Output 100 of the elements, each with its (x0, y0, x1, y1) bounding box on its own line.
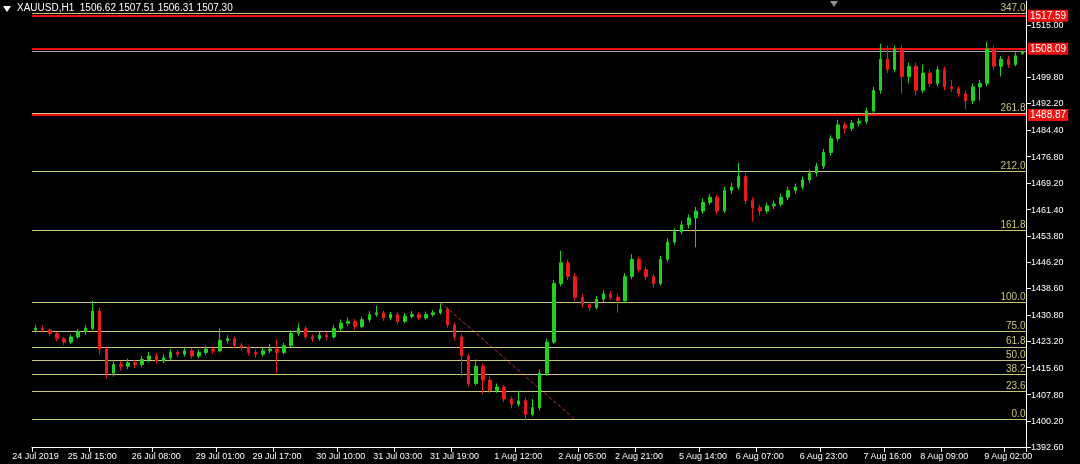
candlestick (765, 202, 769, 215)
candlestick (346, 316, 350, 327)
candlestick (211, 345, 215, 355)
chart-title: XAUUSD,H1 1506.62 1507.51 1506.31 1507.30 (17, 1, 234, 13)
annotation: 100.0 (1000, 290, 1026, 302)
candlestick (268, 343, 272, 354)
candlestick (985, 41, 989, 87)
x-tick-label: 1 Aug 12:00 (494, 450, 543, 461)
candlestick (829, 134, 833, 157)
y-tick-label: 1499.80 (1031, 72, 1064, 83)
candlestick (1007, 55, 1010, 69)
candlestick (673, 227, 676, 246)
x-tick-label: 25 Jul 15:00 (67, 450, 117, 461)
candlestick (424, 310, 428, 321)
candlestick (69, 334, 73, 345)
candlestick (744, 172, 747, 205)
candlestick (666, 238, 669, 263)
y-tick-label: 1415.60 (1031, 362, 1064, 373)
candlestick (879, 43, 882, 95)
annotation: 161.8 (1000, 218, 1026, 230)
candlestick (609, 290, 612, 301)
candlestick (481, 363, 485, 395)
candlestick (950, 79, 953, 93)
ref-line-label: 1517.59 (1030, 10, 1067, 22)
x-tick-label: 31 Jul 03:00 (373, 450, 423, 461)
candlestick (865, 107, 868, 125)
candlestick (410, 310, 414, 319)
candlestick (318, 331, 321, 342)
candlestick (957, 85, 960, 98)
candlestick (55, 331, 59, 342)
candlestick (517, 389, 520, 407)
candlestick (147, 351, 151, 363)
candlestick (41, 325, 44, 333)
annotation: 38.2 (1005, 362, 1026, 374)
candlestick (786, 186, 790, 201)
candlestick (545, 338, 549, 377)
x-tick-label: 9 Aug 02:00 (984, 450, 1033, 461)
y-tick-label: 1446.20 (1031, 257, 1064, 268)
candlestick (495, 383, 499, 394)
candlestick (644, 266, 648, 281)
candlestick (758, 204, 762, 216)
x-tick-label: 29 Jul 17:00 (252, 450, 302, 461)
candlestick (701, 198, 705, 215)
candlestick (439, 303, 442, 316)
candlestick (34, 324, 37, 333)
candlestick (502, 384, 506, 403)
y-tick-label: 1400.20 (1031, 415, 1064, 426)
candlestick (155, 352, 158, 365)
candlestick (460, 333, 463, 378)
candlestick (48, 327, 52, 337)
x-tick-label: 31 Jul 19:00 (429, 450, 479, 461)
x-tick-label: 7 Aug 16:00 (863, 450, 912, 461)
x-tick-label: 24 Jul 2019 (12, 450, 59, 461)
annotation: 0.0 (1011, 407, 1026, 419)
annotation: 50.0 (1005, 349, 1026, 361)
x-tick-label: 5 Aug 14:00 (678, 450, 727, 461)
candlestick (431, 309, 435, 318)
y-tick-label: 1453.80 (1031, 230, 1064, 241)
ref-line-label: 1488.87 (1030, 109, 1067, 121)
candlestick (304, 325, 307, 340)
candlestick (723, 186, 726, 214)
y-tick-label: 1423.20 (1031, 336, 1064, 347)
y-tick-label: 1515.00 (1031, 19, 1064, 30)
candlestick (474, 358, 478, 386)
y-tick-label: 1476.80 (1031, 151, 1064, 162)
y-tick-label: 1438.60 (1031, 283, 1064, 294)
candlestick (751, 196, 754, 222)
candlestick (794, 182, 797, 194)
candlestick (446, 306, 449, 329)
candlestick (708, 193, 712, 206)
candlestick (964, 89, 967, 110)
y-tick-label: 1469.20 (1031, 177, 1064, 188)
x-tick-label: 2 Aug 21:00 (615, 450, 664, 461)
annotation: 75.0 (1005, 319, 1026, 331)
candlestick (637, 256, 641, 273)
annotation: 212.0 (1000, 159, 1026, 171)
candlestick (779, 193, 783, 208)
candlestick (602, 289, 605, 303)
candlestick (715, 194, 719, 216)
candlestick (652, 273, 655, 289)
candlestick (396, 311, 399, 325)
candlestick (247, 345, 250, 356)
ref-line-label: 1508.09 (1030, 43, 1067, 55)
candlestick (325, 331, 328, 341)
candlestick (162, 353, 165, 364)
candlestick (332, 324, 336, 340)
candlestick (254, 349, 257, 359)
annotation: 347.0 (1000, 1, 1026, 13)
x-tick-label: 29 Jul 01:00 (195, 450, 245, 461)
y-tick-label: 1430.80 (1031, 310, 1064, 321)
candlestick (417, 311, 421, 321)
candlestick (311, 334, 314, 343)
y-tick-label: 1484.40 (1031, 125, 1064, 136)
candlestick (630, 253, 634, 280)
candlestick (1021, 50, 1024, 56)
candlestick (403, 312, 407, 324)
candlestick (730, 182, 733, 195)
y-tick-label: 1407.80 (1031, 389, 1064, 400)
candlestick (467, 353, 470, 387)
candlestick (907, 62, 911, 84)
